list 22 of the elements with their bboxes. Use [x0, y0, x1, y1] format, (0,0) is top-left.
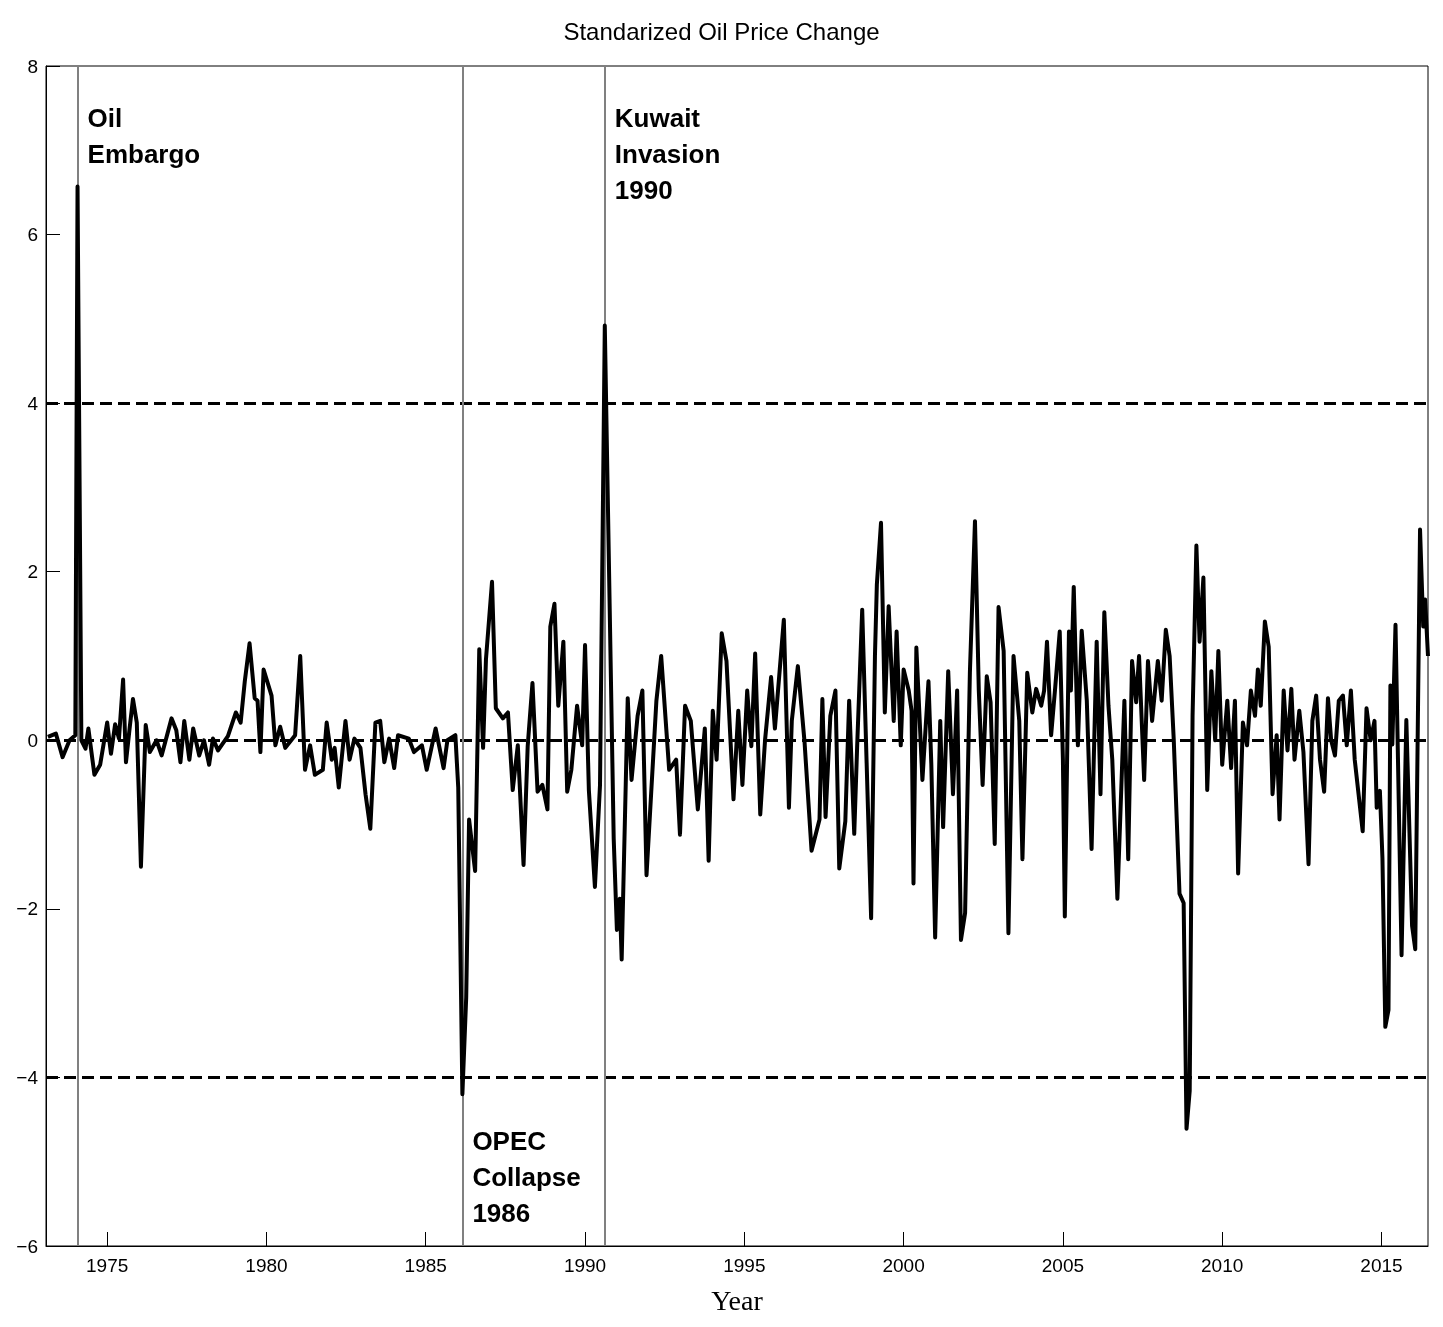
y-tick-label: 0	[27, 729, 38, 751]
x-tick-label: 2010	[1201, 1255, 1244, 1276]
y-tick-label: −4	[16, 1066, 39, 1088]
x-tick-label: 2000	[882, 1255, 925, 1276]
y-tick-label: −6	[16, 1235, 38, 1257]
x-tick-label: 1975	[86, 1255, 129, 1276]
x-tick-label: 1990	[563, 1255, 607, 1276]
y-tick-label: −2	[16, 898, 38, 920]
ref-line-label: Kuwait Invasion 1990	[614, 103, 721, 205]
y-tick-label: 6	[27, 224, 38, 246]
y-tick-label: 8	[27, 55, 38, 77]
x-tick-label: 2015	[1360, 1255, 1403, 1276]
chart-title: Standarized Oil Price Change	[563, 17, 880, 45]
ref-line-label: OPEC Collapse 1986	[472, 1126, 581, 1228]
y-tick-label: 2	[27, 561, 38, 583]
x-tick-label: 1995	[723, 1255, 766, 1276]
ref-line-label: Oil Embargo	[87, 103, 201, 169]
x-tick-label: 1980	[245, 1255, 288, 1276]
y-tick-label: 4	[27, 392, 39, 414]
x-tick-label: 2005	[1041, 1255, 1085, 1276]
x-axis-title: Year	[711, 1284, 764, 1316]
x-tick-label: 1985	[404, 1255, 447, 1276]
